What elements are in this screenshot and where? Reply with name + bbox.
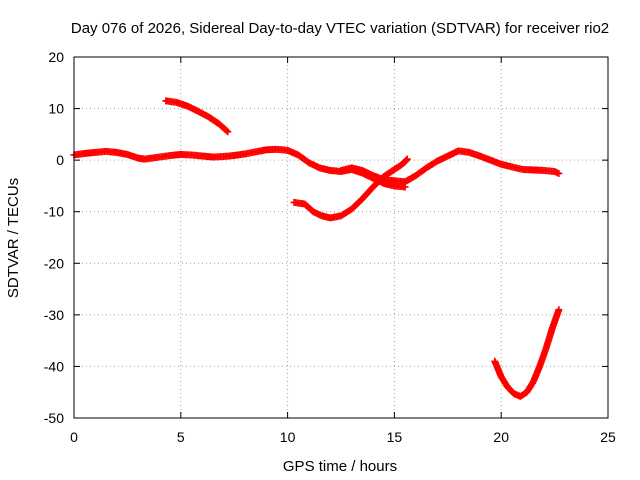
x-tick-label: 0 bbox=[70, 429, 78, 445]
data-point bbox=[403, 155, 411, 163]
series-trace-2 bbox=[162, 97, 232, 136]
y-tick-label: -20 bbox=[44, 255, 64, 271]
x-axis-label: GPS time / hours bbox=[283, 458, 397, 475]
grid-lines bbox=[74, 57, 608, 418]
chart-title: Day 076 of 2026, Sidereal Day-to-day VTE… bbox=[71, 20, 609, 37]
y-tick-label: 0 bbox=[56, 152, 64, 168]
data-point bbox=[555, 306, 563, 314]
x-tick-label: 15 bbox=[387, 429, 403, 445]
plot-frame bbox=[73, 56, 609, 419]
data-point bbox=[223, 127, 231, 135]
y-tick-label: -10 bbox=[44, 204, 64, 220]
y-tick-label: 20 bbox=[48, 49, 64, 65]
y-tick-label: -40 bbox=[44, 358, 64, 374]
y-tick-label: 10 bbox=[48, 101, 64, 117]
y-axis-label: SDTVAR / TECUs bbox=[5, 178, 22, 298]
x-tick-label: 25 bbox=[600, 429, 616, 445]
x-tick-label: 20 bbox=[493, 429, 509, 445]
x-tick-label: 5 bbox=[177, 429, 185, 445]
data-point bbox=[555, 170, 563, 178]
y-tick-label: -30 bbox=[44, 307, 64, 323]
data-point bbox=[224, 128, 232, 136]
x-tick-label: 10 bbox=[280, 429, 296, 445]
axis-ticks: 0 5 10 15 20 25 20 10 0 -10 -20 -30 -40 -50 bbox=[44, 49, 616, 445]
data-series bbox=[70, 97, 563, 400]
series-trace-5 bbox=[491, 306, 563, 400]
series-trace-4 bbox=[337, 147, 563, 186]
series-trace-3 bbox=[290, 155, 411, 222]
y-tick-label: -50 bbox=[44, 410, 64, 426]
